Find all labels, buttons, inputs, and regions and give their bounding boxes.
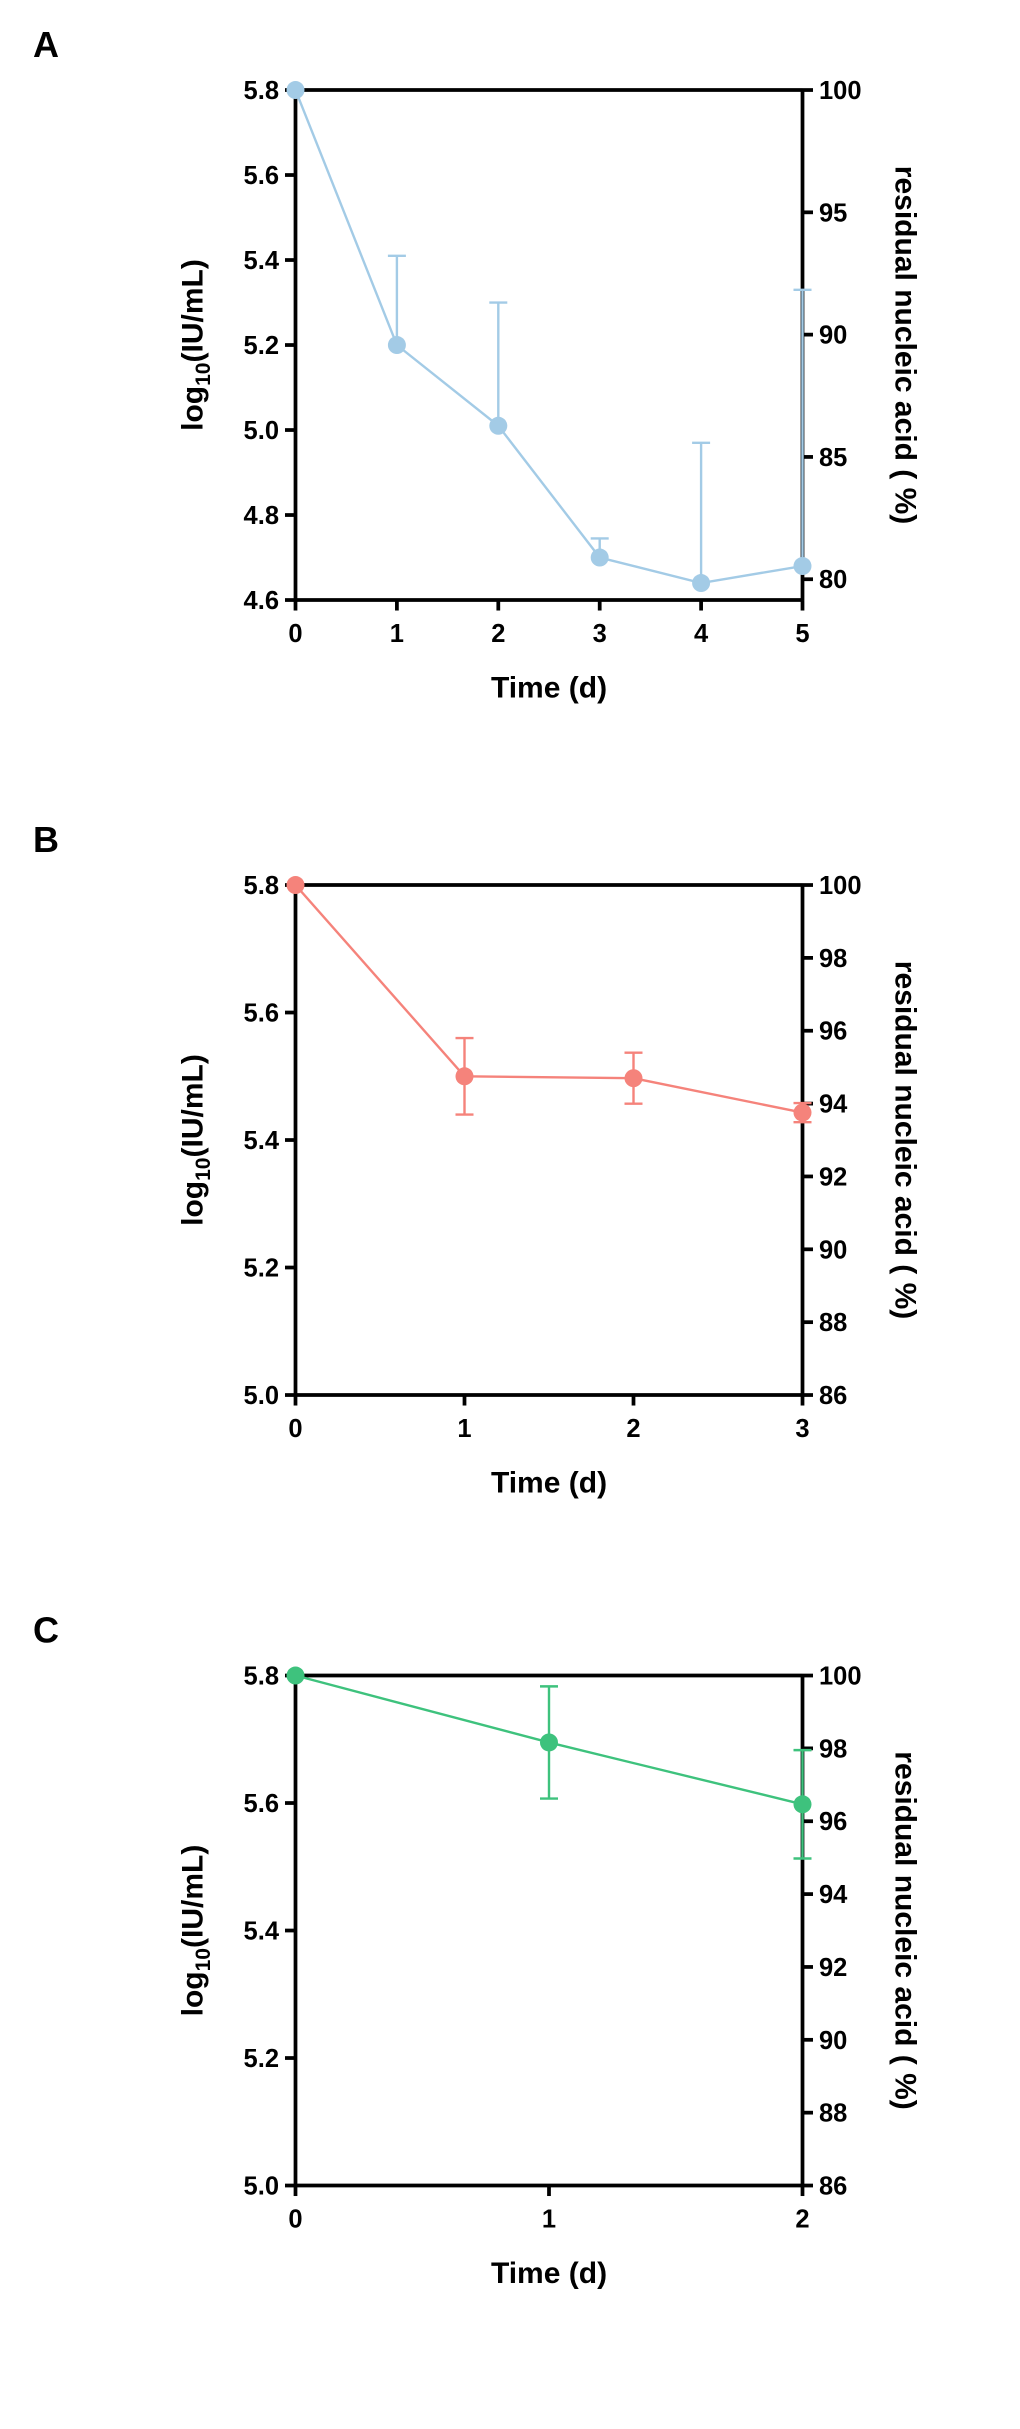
y2-tick-label: 95 xyxy=(819,199,847,227)
panel-label: B xyxy=(33,819,59,860)
y-axis-label-part: (IU/mL) xyxy=(177,259,210,362)
y-axis-label: log10(IU/mL) xyxy=(177,1054,216,1226)
data-point xyxy=(793,1103,812,1122)
y2-axis-label: residual nucleic acid ( %) xyxy=(889,961,922,1319)
y-tick-label: 5.6 xyxy=(244,1790,279,1818)
x-tick-label: 3 xyxy=(795,1415,809,1443)
error-bar xyxy=(793,288,812,567)
y-tick-label: 5.6 xyxy=(244,1000,279,1028)
panel-label: A xyxy=(33,24,59,65)
data-point xyxy=(624,1069,643,1088)
x-tick-label: 3 xyxy=(593,620,607,648)
y-axis-label-part: 10 xyxy=(192,1158,215,1181)
error-bar xyxy=(387,254,406,346)
y2-tick-label: 94 xyxy=(819,1091,848,1119)
y-tick-label: 5.2 xyxy=(244,332,279,360)
data-point xyxy=(286,1666,305,1685)
x-tick-label: 5 xyxy=(795,620,809,648)
y-axis-label-part: log xyxy=(177,1971,210,2016)
y-tick-label: 5.4 xyxy=(244,1918,280,1946)
data-point xyxy=(692,574,711,593)
data-point xyxy=(793,557,812,576)
y2-tick-label: 90 xyxy=(819,1236,847,1264)
y2-tick-label: 92 xyxy=(819,1954,847,1982)
y-axis-label-part: log xyxy=(177,386,210,431)
error-bar xyxy=(692,441,711,584)
y2-tick-label: 100 xyxy=(819,1663,862,1691)
y-axis-label: log10(IU/mL) xyxy=(177,1845,216,2017)
x-tick-label: 4 xyxy=(694,620,709,648)
y-tick-label: 5.8 xyxy=(244,872,279,900)
y-tick-label: 5.8 xyxy=(244,1663,279,1691)
y2-tick-label: 88 xyxy=(819,1309,847,1337)
y-tick-label: 5.2 xyxy=(244,2045,279,2073)
y-tick-label: 5.8 xyxy=(244,77,279,105)
x-tick-label: 0 xyxy=(288,620,302,648)
series-line xyxy=(294,884,803,1114)
data-point xyxy=(455,1067,474,1086)
x-tick-label: 1 xyxy=(457,1415,471,1443)
y2-tick-label: 88 xyxy=(819,2100,847,2128)
y-tick-label: 5.6 xyxy=(244,162,279,190)
y2-tick-label: 98 xyxy=(819,945,847,973)
x-tick-label: 1 xyxy=(390,620,404,648)
y-axis-label-part: log xyxy=(177,1181,210,1226)
data-point xyxy=(489,416,508,435)
data-point xyxy=(590,548,609,567)
x-tick-label: 0 xyxy=(288,2206,302,2234)
x-tick-label: 2 xyxy=(491,620,505,648)
y2-axis-label: residual nucleic acid ( %) xyxy=(889,1751,922,2109)
series-line xyxy=(294,89,803,585)
y2-tick-label: 86 xyxy=(819,1382,847,1410)
y-tick-label: 5.0 xyxy=(244,417,279,445)
data-point xyxy=(540,1733,558,1752)
y2-tick-label: 92 xyxy=(819,1163,847,1191)
data-point xyxy=(387,336,406,355)
y-tick-label: 4.8 xyxy=(244,502,279,530)
x-tick-label: 2 xyxy=(626,1415,640,1443)
x-tick-label: 2 xyxy=(795,2206,809,2234)
y-tick-label: 5.0 xyxy=(244,2173,279,2201)
y2-tick-label: 85 xyxy=(819,444,847,472)
y-tick-label: 4.6 xyxy=(244,587,279,615)
error-bar xyxy=(489,301,508,426)
x-axis-label: Time (d) xyxy=(491,2257,607,2290)
x-axis-label: Time (d) xyxy=(491,672,607,705)
y-axis-label-part: (IU/mL) xyxy=(177,1845,210,1948)
data-point xyxy=(793,1795,812,1814)
y2-tick-label: 90 xyxy=(819,322,847,350)
y2-tick-label: 96 xyxy=(819,1018,847,1046)
x-tick-label: 0 xyxy=(288,1415,302,1443)
y-tick-label: 5.2 xyxy=(244,1255,279,1283)
y2-tick-label: 100 xyxy=(819,77,862,105)
y2-tick-label: 98 xyxy=(819,1735,847,1763)
panel-label: C xyxy=(33,1610,59,1651)
y2-tick-label: 90 xyxy=(819,2027,847,2055)
y-tick-label: 5.0 xyxy=(244,1382,279,1410)
x-tick-label: 1 xyxy=(542,2206,556,2234)
y-tick-label: 5.4 xyxy=(244,1127,280,1155)
x-axis-label: Time (d) xyxy=(491,1467,607,1500)
y2-tick-label: 100 xyxy=(819,872,862,900)
y-tick-label: 5.4 xyxy=(244,247,280,275)
y-axis-label: log10(IU/mL) xyxy=(177,259,216,431)
y2-tick-label: 86 xyxy=(819,2173,847,2201)
data-point xyxy=(286,81,305,100)
y2-axis-label: residual nucleic acid ( %) xyxy=(889,166,922,524)
y-axis-label-part: (IU/mL) xyxy=(177,1054,210,1157)
y2-tick-label: 80 xyxy=(819,566,847,594)
y-axis-label-part: 10 xyxy=(192,1948,215,1971)
data-point xyxy=(286,876,305,895)
y2-tick-label: 94 xyxy=(819,1881,848,1909)
y-axis-label-part: 10 xyxy=(192,363,215,386)
y2-tick-label: 96 xyxy=(819,1808,847,1836)
